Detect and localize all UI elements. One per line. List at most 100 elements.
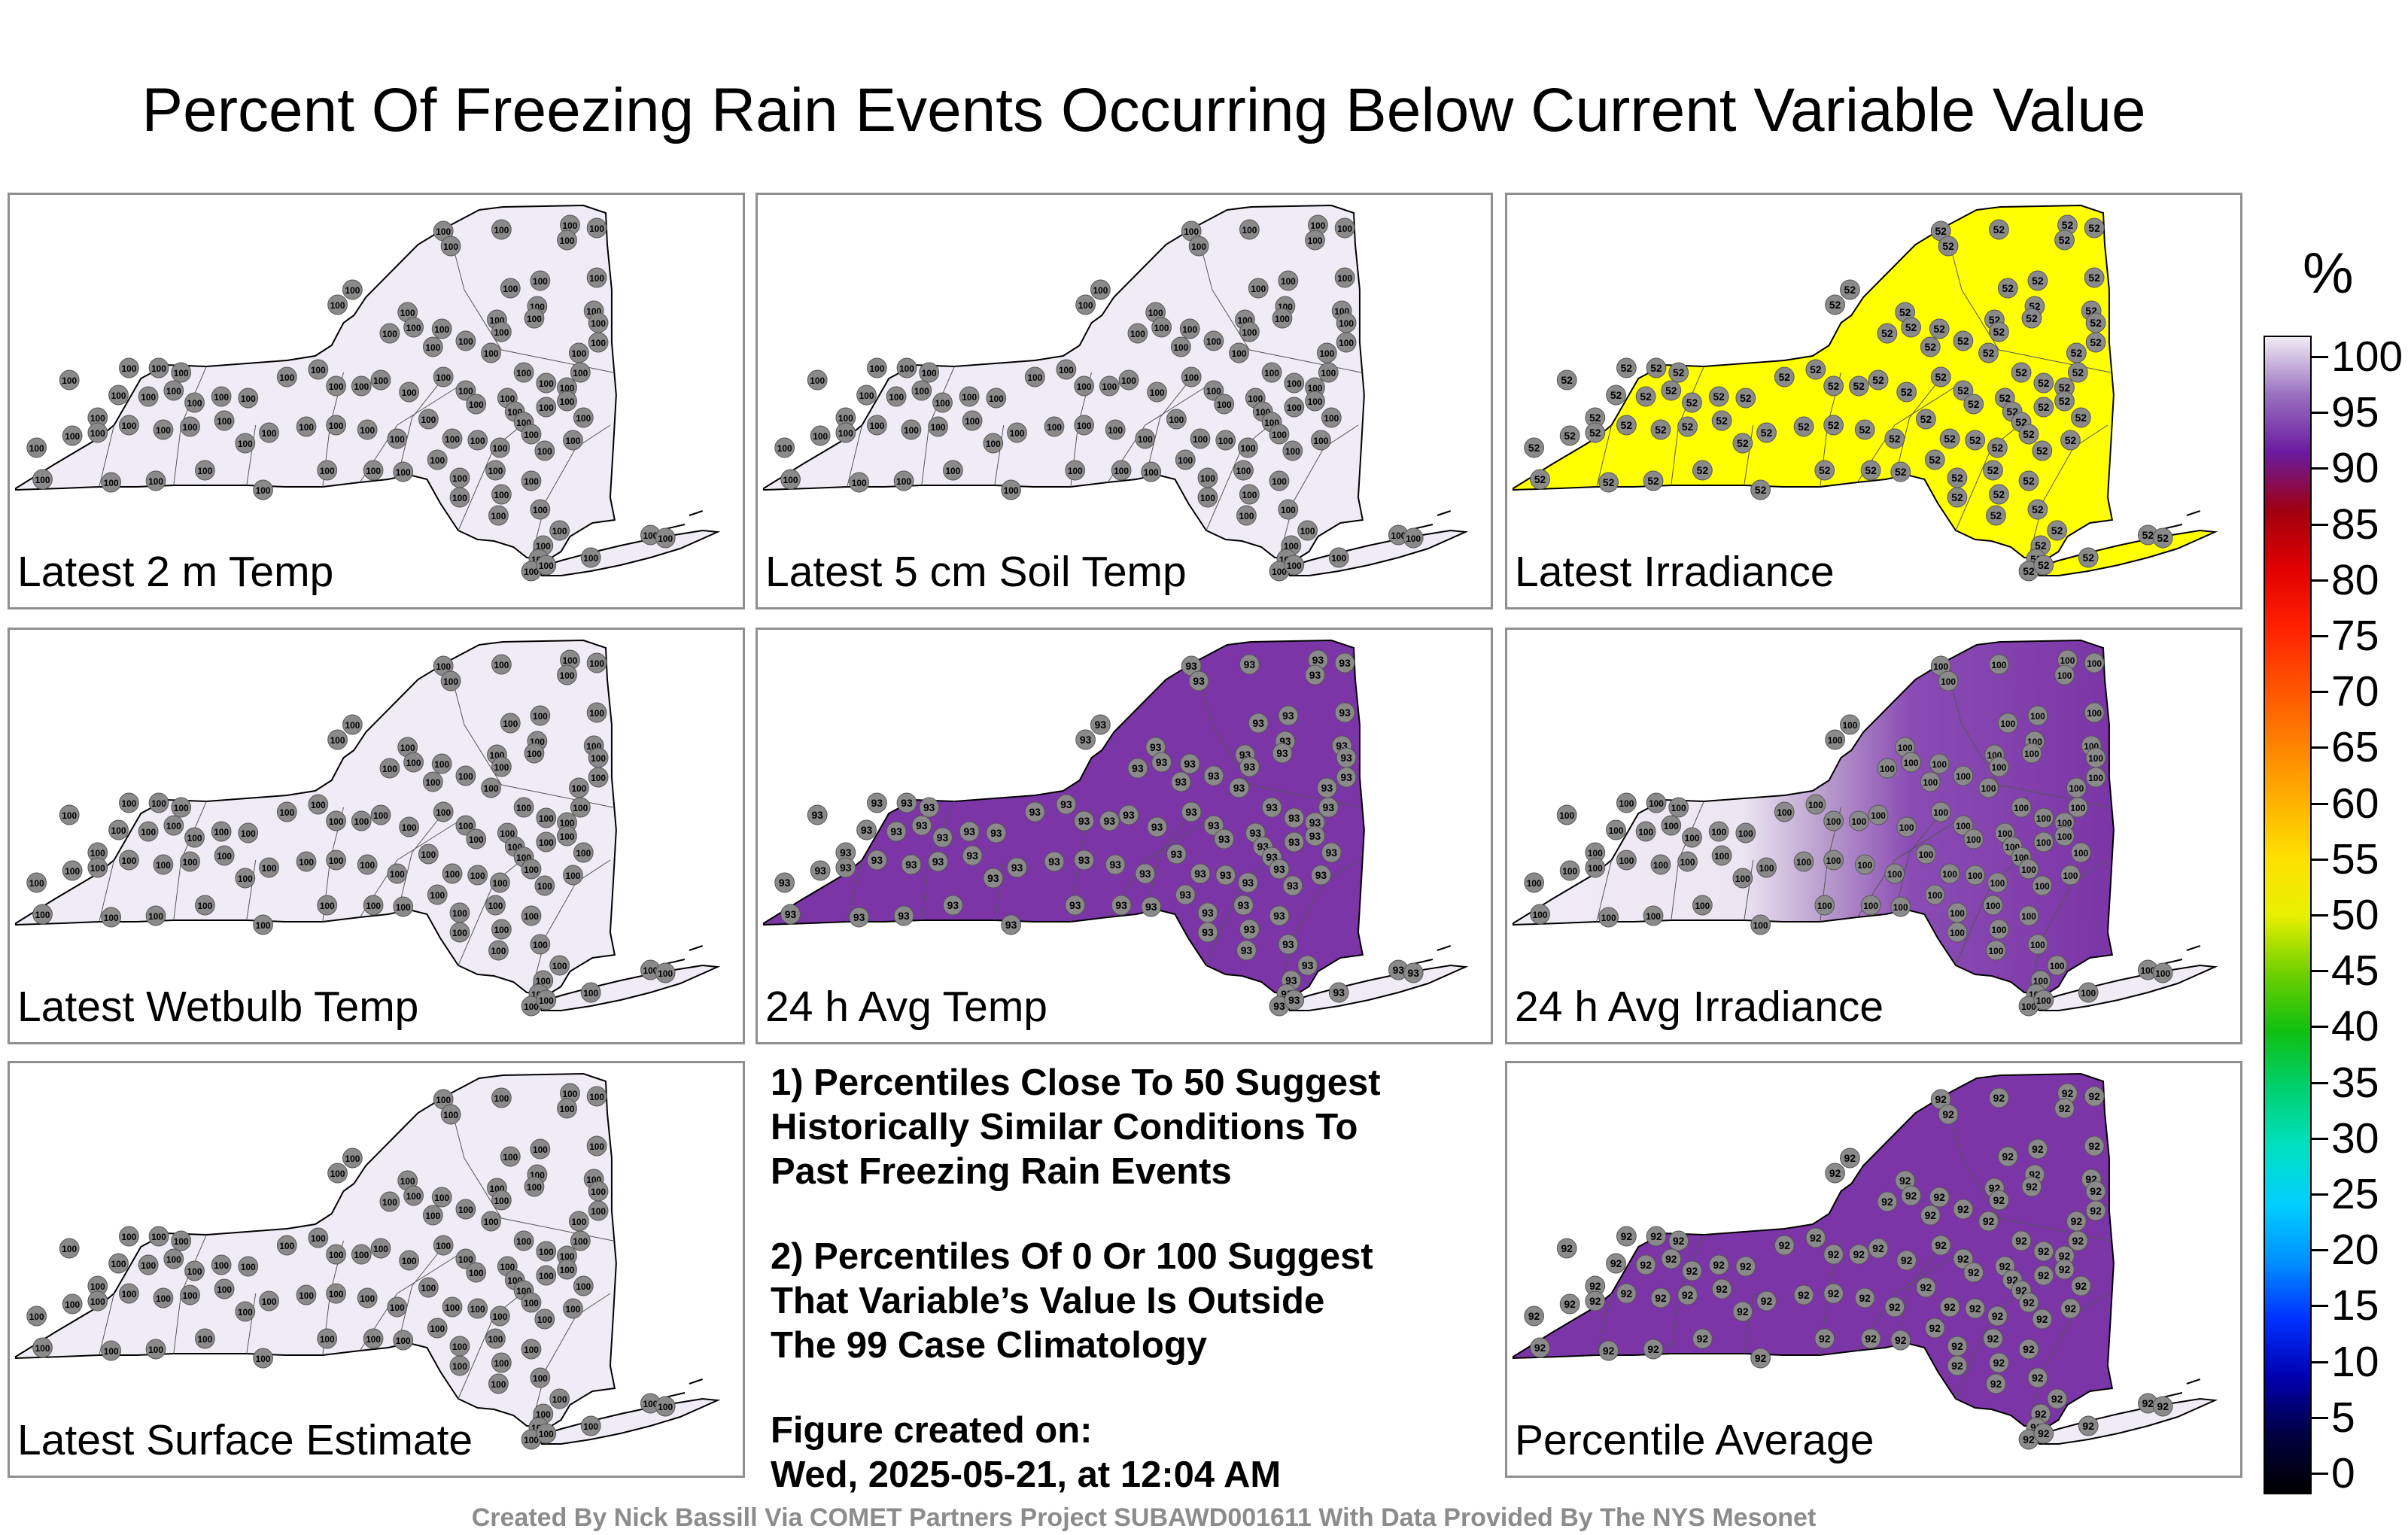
- station-value: 92: [2038, 1427, 2050, 1439]
- station-value: 100: [539, 1271, 554, 1281]
- station-marker: [253, 479, 273, 500]
- station-marker: [1868, 1238, 1889, 1259]
- station-value: 100: [1242, 225, 1257, 236]
- station-marker: [1848, 375, 1869, 397]
- station-marker: [867, 792, 887, 813]
- station-marker: [403, 752, 424, 773]
- station-marker: [1963, 1262, 1984, 1283]
- station-value: 100: [299, 422, 314, 433]
- station-marker: [1248, 278, 1269, 299]
- station-value: 100: [536, 976, 551, 986]
- station-value: 93: [1276, 747, 1288, 759]
- station-value: 100: [1601, 913, 1616, 923]
- station-marker: [235, 868, 256, 889]
- station-value: 52: [1650, 362, 1662, 374]
- station-marker: [1141, 461, 1162, 482]
- station-marker: [1938, 236, 1959, 257]
- station-value: 92: [1901, 1254, 1913, 1266]
- station-value: 100: [1898, 743, 1913, 753]
- station-value: 100: [1102, 381, 1117, 392]
- station-value: 93: [901, 797, 913, 809]
- station-value: 92: [2032, 1372, 2044, 1384]
- county-boundary: [2028, 1293, 2109, 1427]
- station-marker: [1616, 792, 1637, 813]
- station-marker: [442, 428, 463, 449]
- station-marker: [1924, 1318, 1945, 1339]
- station-marker: [1997, 278, 2018, 299]
- station-marker: [2060, 865, 2081, 886]
- station-value: 100: [1154, 323, 1169, 333]
- station-value: 100: [1337, 223, 1352, 234]
- station-value: 100: [524, 1345, 539, 1355]
- station-value: 100: [1863, 901, 1878, 911]
- station-value: 100: [2140, 965, 2155, 976]
- station-marker: [1823, 1283, 1844, 1304]
- station-value: 52: [1621, 362, 1633, 374]
- station-marker: [1190, 863, 1211, 884]
- station-value: 100: [1991, 660, 2006, 670]
- station-marker: [1643, 905, 1664, 926]
- station-value: 100: [445, 869, 460, 880]
- station-marker: [466, 394, 487, 415]
- station-value: 100: [279, 807, 294, 818]
- station-marker: [2067, 797, 2088, 818]
- station-marker: [1284, 372, 1305, 394]
- station-value: 92: [1534, 1342, 1546, 1354]
- station-marker: [2152, 527, 2173, 549]
- station-marker: [524, 743, 545, 764]
- station-value: 100: [214, 1260, 229, 1271]
- station-marker: [557, 825, 577, 847]
- station-value: 52: [1716, 415, 1728, 427]
- station-marker: [1284, 555, 1305, 576]
- station-value: 100: [445, 434, 460, 445]
- station-marker: [195, 1328, 215, 1349]
- station-marker: [1939, 863, 1960, 884]
- station-marker: [119, 1226, 139, 1247]
- station-value: 100: [989, 394, 1004, 404]
- station-value: 100: [1287, 403, 1302, 413]
- station-value: 92: [1655, 1292, 1667, 1304]
- station-marker: [1840, 714, 1860, 735]
- station-value: 100: [2024, 749, 2039, 759]
- station-value: 100: [1714, 851, 1729, 862]
- station-marker: [1708, 1254, 1729, 1275]
- station-marker: [534, 1309, 555, 1330]
- station-marker: [1203, 815, 1224, 836]
- station-marker: [1939, 1296, 1960, 1318]
- station-value: 100: [354, 381, 369, 392]
- station-value: 100: [156, 425, 171, 436]
- station-value: 100: [141, 1260, 156, 1271]
- station-value: 52: [1968, 398, 1980, 410]
- station-value: 100: [141, 827, 156, 837]
- station-marker: [849, 907, 870, 928]
- station-value: 93: [871, 797, 883, 809]
- station-value: 52: [2090, 317, 2102, 329]
- station-marker: [1823, 850, 1844, 871]
- station-value: 100: [406, 323, 421, 333]
- station-marker: [1646, 1226, 1667, 1247]
- station-marker: [1668, 362, 1689, 383]
- station-marker: [2033, 1265, 2054, 1286]
- station-value: 100: [382, 329, 397, 339]
- station-marker: [491, 756, 512, 777]
- station-value: 100: [591, 338, 606, 348]
- station-value: 100: [560, 1251, 575, 1262]
- colorbar-tick-label: 30: [2331, 1114, 2379, 1163]
- station-marker: [1024, 366, 1045, 388]
- station-marker: [1616, 1226, 1637, 1247]
- station-marker: [500, 278, 521, 299]
- station-marker: [342, 714, 363, 735]
- station-marker: [1278, 705, 1299, 726]
- station-marker: [1947, 1355, 1968, 1376]
- station-value: 92: [1828, 1248, 1840, 1260]
- station-value: 100: [241, 1262, 256, 1272]
- station-marker: [1989, 756, 2009, 777]
- station-marker: [513, 1230, 534, 1251]
- coastline-segment: [689, 945, 704, 951]
- station-value: 100: [1826, 856, 1841, 866]
- station-value: 100: [390, 434, 405, 445]
- county-boundary: [1744, 424, 1754, 486]
- station-marker: [1635, 1254, 1656, 1275]
- station-marker: [867, 850, 887, 871]
- station-value: 93: [937, 831, 949, 843]
